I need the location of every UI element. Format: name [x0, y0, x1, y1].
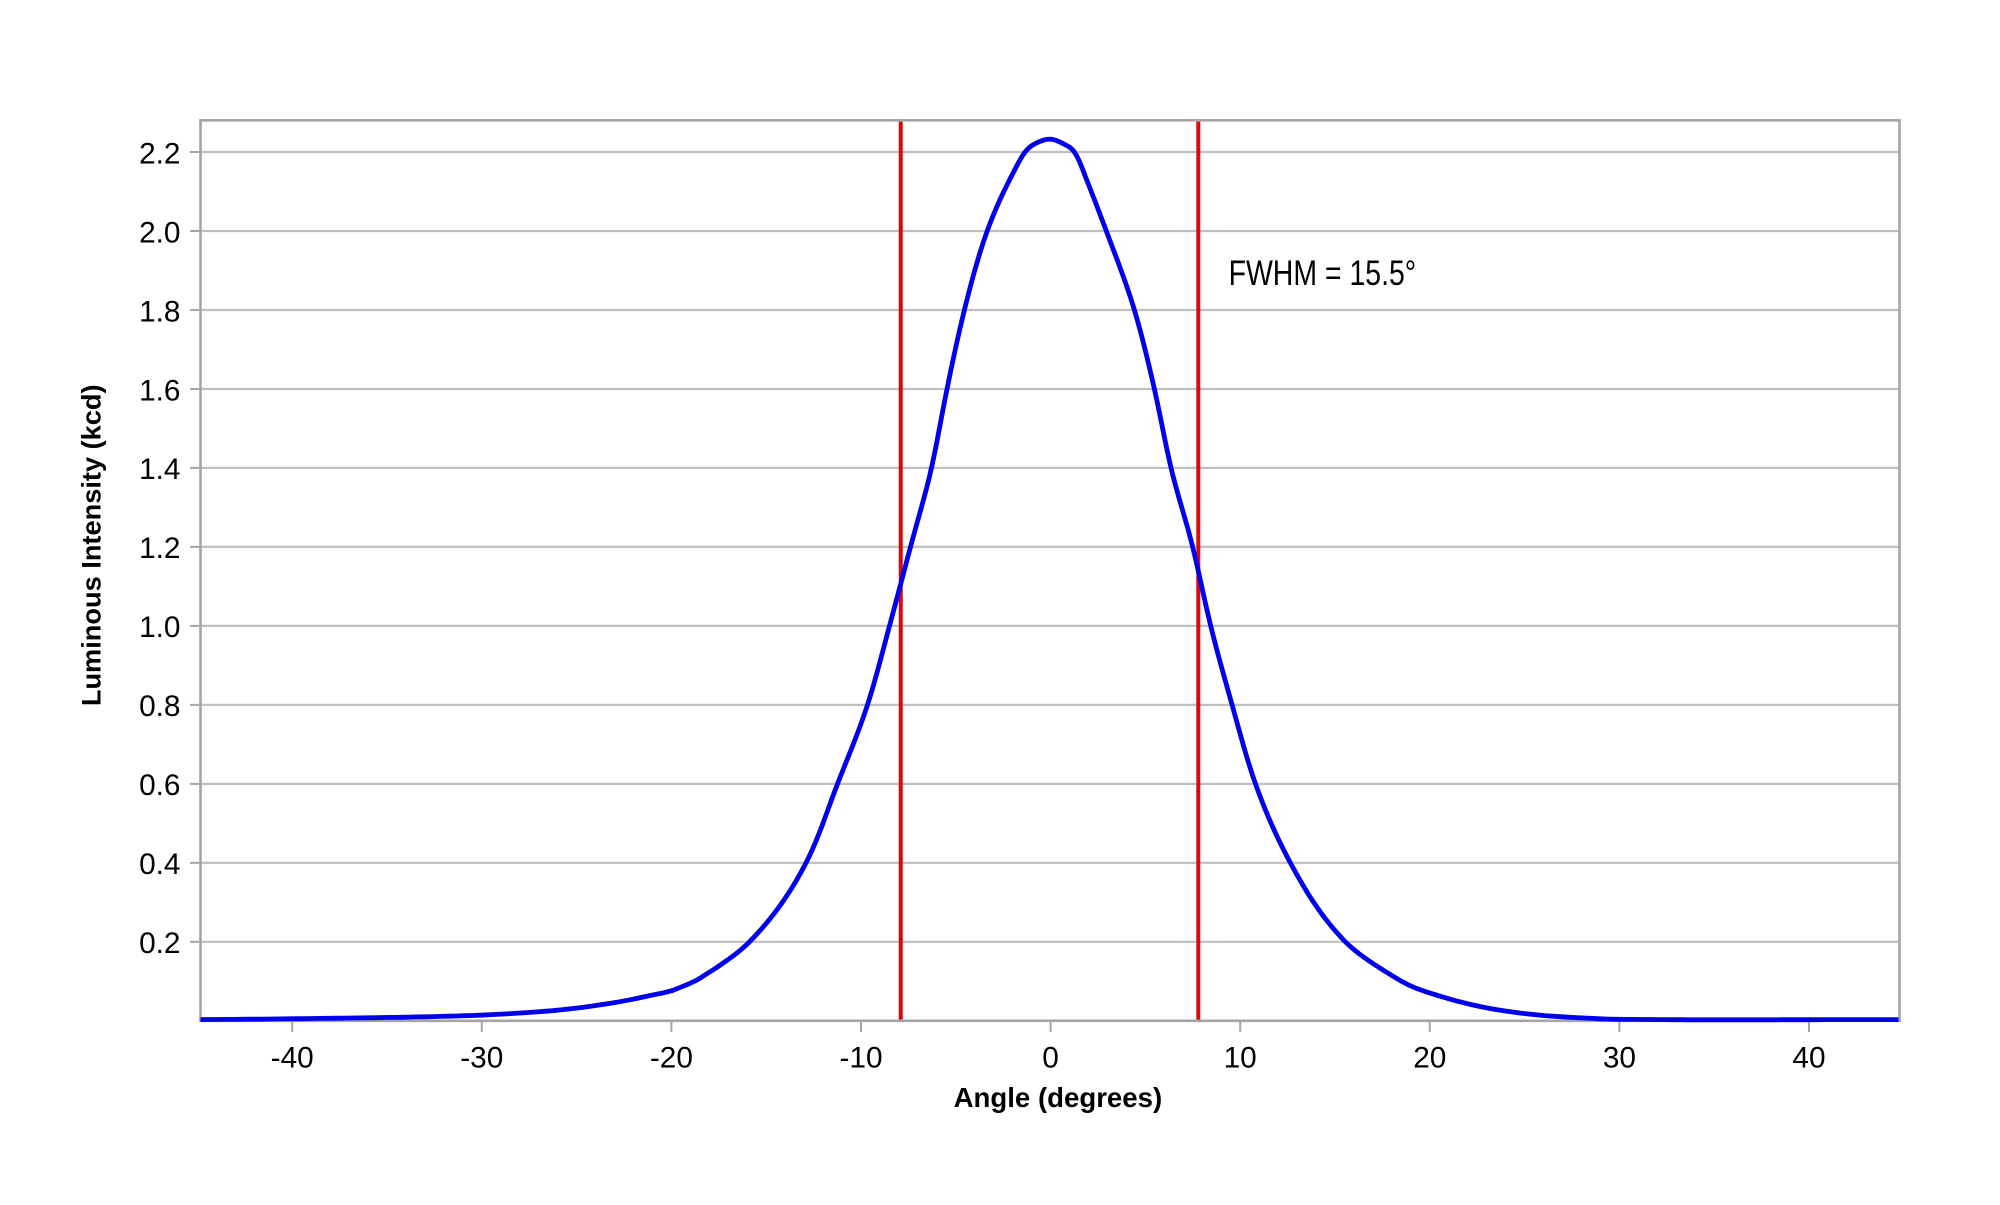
svg-text:-20: -20: [650, 1042, 693, 1075]
svg-text:20: 20: [1413, 1042, 1446, 1075]
svg-text:-30: -30: [460, 1042, 503, 1075]
svg-text:1.4: 1.4: [139, 453, 180, 486]
svg-text:1.6: 1.6: [139, 374, 180, 407]
svg-text:40: 40: [1792, 1042, 1825, 1075]
svg-text:0.8: 0.8: [139, 690, 180, 723]
svg-text:0.2: 0.2: [139, 927, 180, 960]
svg-text:FWHM = 15.5°: FWHM = 15.5°: [1229, 253, 1417, 293]
svg-text:Angle (degrees): Angle (degrees): [954, 1082, 1163, 1113]
svg-text:2.0: 2.0: [139, 216, 180, 249]
svg-text:1.0: 1.0: [139, 611, 180, 644]
svg-text:1.2: 1.2: [139, 532, 180, 565]
svg-text:0: 0: [1042, 1042, 1059, 1075]
svg-text:10: 10: [1224, 1042, 1257, 1075]
svg-text:2.2: 2.2: [139, 137, 180, 170]
svg-text:Luminous Intensity (kcd): Luminous Intensity (kcd): [75, 384, 106, 706]
svg-text:30: 30: [1603, 1042, 1636, 1075]
svg-text:1.8: 1.8: [139, 295, 180, 328]
svg-text:0.6: 0.6: [139, 769, 180, 802]
svg-text:0.4: 0.4: [139, 848, 180, 881]
svg-text:-40: -40: [271, 1042, 314, 1075]
svg-text:-10: -10: [839, 1042, 882, 1075]
